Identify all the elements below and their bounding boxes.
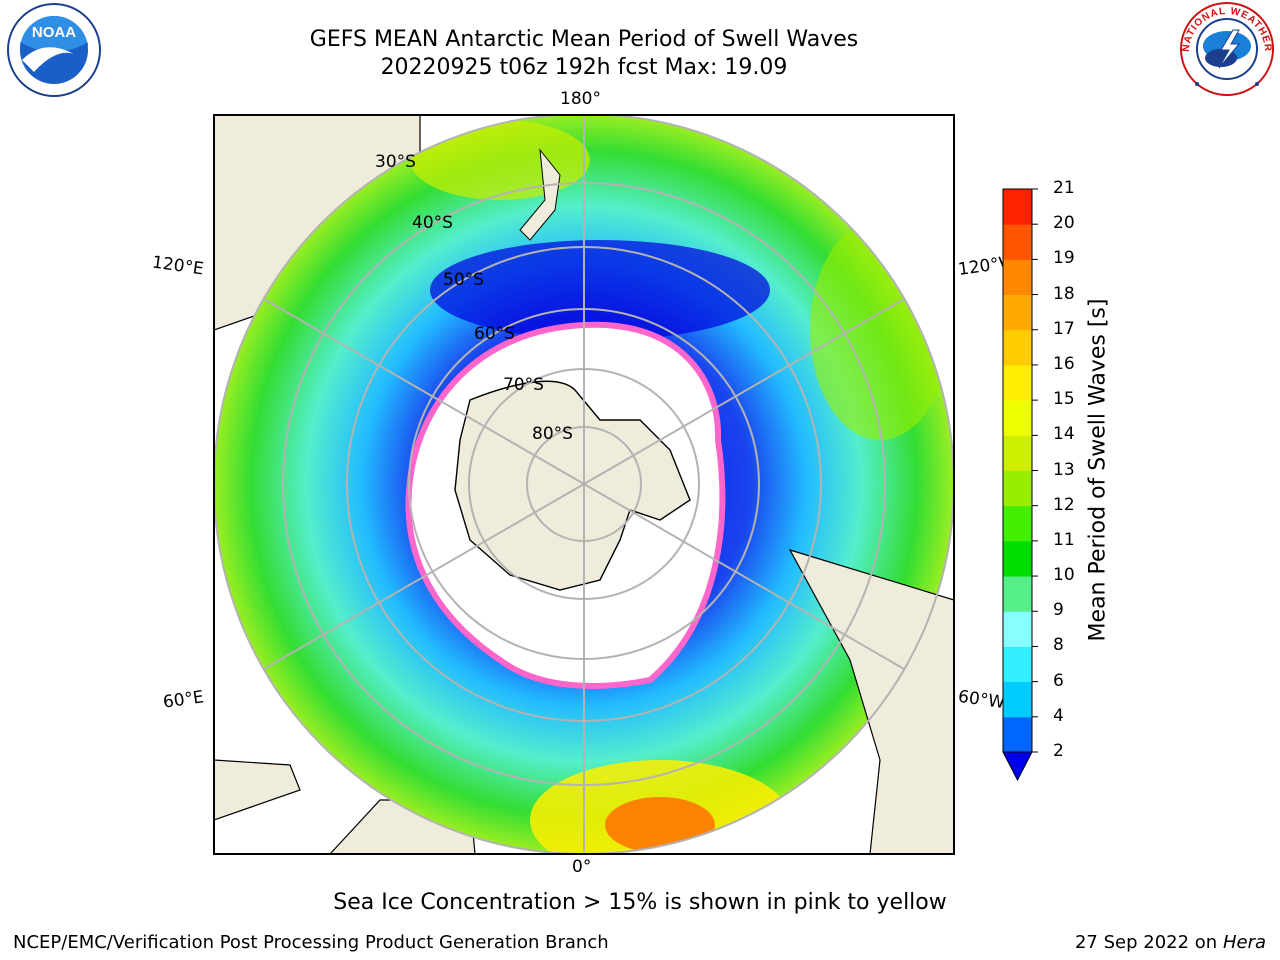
footer-credit: NCEP/EMC/Verification Post Processing Pr… — [13, 932, 609, 953]
colorbar-label: Mean Period of Swell Waves [s] — [1085, 298, 1111, 642]
colorbar-swatch — [1003, 681, 1032, 718]
footer-machine: Hera — [1222, 932, 1266, 953]
colorbar-tick-label: 16 — [1053, 353, 1075, 374]
title-line-1: GEFS MEAN Antarctic Mean Period of Swell… — [309, 27, 859, 52]
footer-date: 27 Sep 2022 on Hera — [1075, 932, 1266, 953]
lat-label-80s: 80°S — [532, 424, 573, 444]
colorbar-tick-label: 20 — [1053, 213, 1075, 234]
colorbar-tick-label: 4 — [1053, 705, 1064, 726]
land-madagascar — [214, 759, 301, 821]
colorbar-tick-label: 12 — [1053, 494, 1075, 515]
colorbar-under-arrow — [1002, 751, 1033, 782]
colorbar-tick-label: 14 — [1053, 424, 1075, 445]
colorbar-swatch — [1003, 716, 1032, 753]
colorbar-tick-label: 9 — [1053, 600, 1064, 621]
land-antarctica — [454, 380, 691, 591]
map-frame — [213, 114, 955, 855]
title-line-2: 20220925 t06z 192h fcst Max: 19.09 — [380, 55, 788, 80]
colorbar-swatch — [1003, 540, 1032, 577]
colorbar-swatch — [1003, 329, 1032, 366]
lat-label-70s: 70°S — [503, 375, 544, 395]
lat-label-50s: 50°S — [443, 270, 484, 290]
colorbar-tick-label: 19 — [1053, 248, 1075, 269]
lat-label-40s: 40°S — [412, 213, 453, 233]
colorbar-tick-label: 15 — [1053, 389, 1075, 410]
colorbar-tick-label: 6 — [1053, 670, 1064, 691]
colorbar-swatch — [1003, 259, 1032, 296]
colorbar-swatch — [1003, 224, 1032, 260]
colorbar-swatch — [1003, 470, 1032, 507]
colorbar-swatch — [1003, 611, 1032, 647]
noaa-logo-text: NOAA — [32, 24, 76, 41]
colorbar-tick-label: 11 — [1053, 529, 1075, 550]
noaa-logo: NOAA — [7, 3, 101, 97]
nws-logo: NATIONAL WEATHER SERVICE — [1177, 0, 1274, 96]
lon-label-180: 180° — [560, 89, 601, 109]
colorbar-tick-label: 21 — [1053, 178, 1075, 198]
graticule — [214, 115, 954, 854]
colorbar-tick-label: 10 — [1053, 565, 1075, 586]
colorbar-swatch — [1003, 505, 1032, 542]
colorbar-tick-label: 18 — [1053, 283, 1075, 304]
lat-label-60s: 60°S — [474, 324, 515, 344]
lon-label-0: 0° — [572, 857, 592, 877]
lat-label-30s: 30°S — [375, 152, 416, 172]
sea-ice-note: Sea Ice Concentration > 15% is shown in … — [333, 890, 947, 915]
colorbar-swatch — [1003, 400, 1032, 436]
colorbar-swatch — [1003, 435, 1032, 471]
colorbar-swatch — [1003, 646, 1032, 683]
colorbar-swatch — [1003, 364, 1032, 401]
colorbar-swatch — [1003, 576, 1032, 612]
colorbar-swatch — [1003, 294, 1032, 331]
colorbar-tick-label: 17 — [1053, 318, 1075, 339]
colorbar-tick-label: 2 — [1053, 741, 1064, 761]
colorbar-tick-label: 13 — [1053, 459, 1075, 480]
footer-date-text: 27 Sep 2022 on — [1074, 932, 1218, 953]
colorbar-swatch — [1003, 189, 1032, 225]
colorbar-tick-label: 8 — [1053, 635, 1064, 656]
